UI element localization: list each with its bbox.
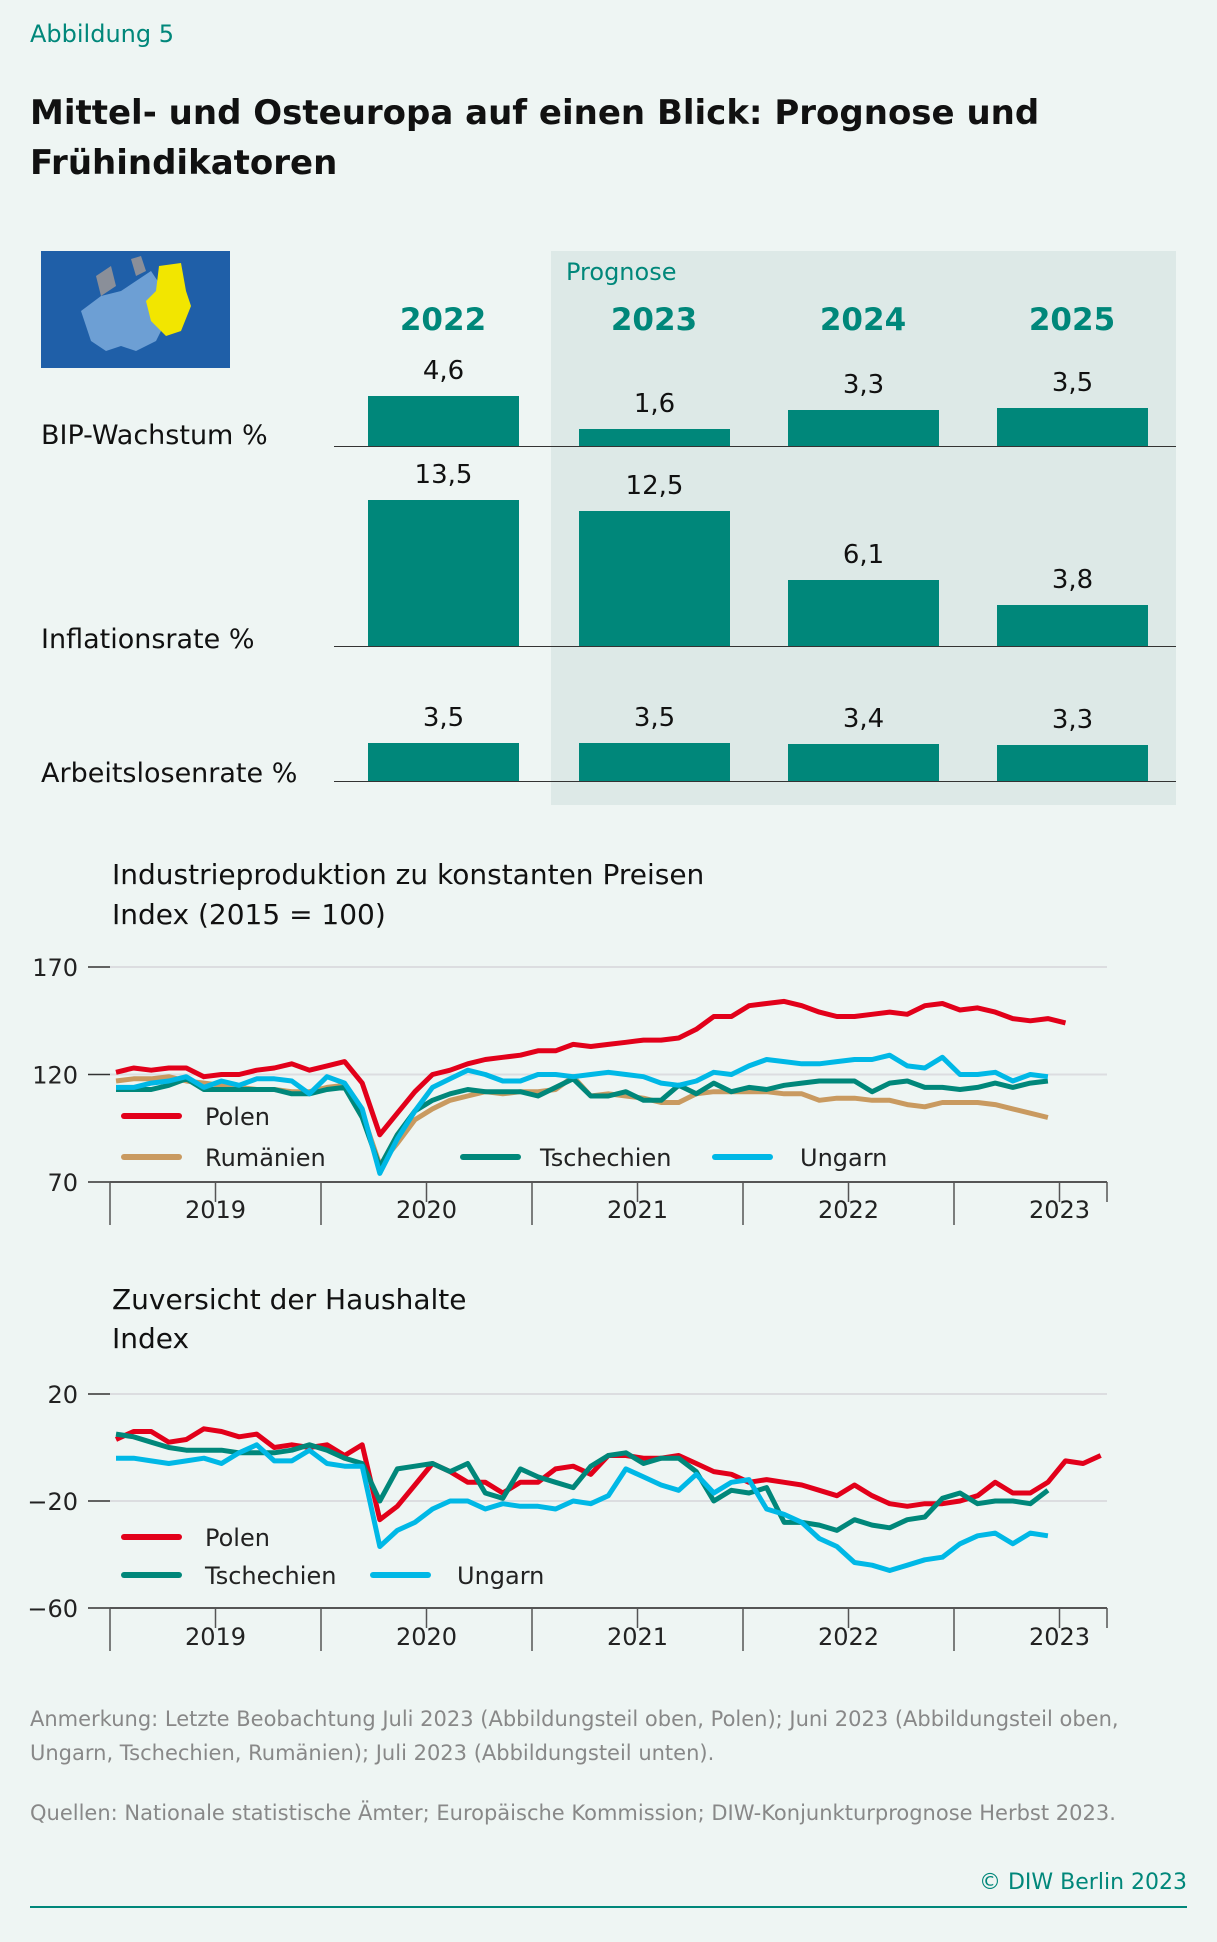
bar — [997, 408, 1148, 446]
legend-label: Rumänien — [205, 1144, 326, 1172]
x-tick-label: 2020 — [396, 1196, 457, 1224]
chart1-subtitle: Index (2015 = 100) — [112, 898, 386, 931]
bar — [788, 410, 939, 446]
series-line-tschechien — [116, 1076, 1049, 1170]
series-line-tschechien — [115, 1431, 1050, 1533]
bar-value-label: 3,3 — [1051, 705, 1094, 736]
bar-value-label: 3,8 — [1051, 564, 1094, 595]
bar-value-label: 3,3 — [842, 370, 885, 401]
row-baseline — [334, 446, 1176, 447]
bottom-rule — [30, 1906, 1187, 1908]
row-label: Inflationsrate % — [41, 624, 255, 655]
legend-label: Polen — [205, 1103, 270, 1131]
series-line-ungarn — [116, 1442, 1049, 1573]
y-tick-label: 20 — [47, 1381, 78, 1409]
x-tick-label: 2022 — [818, 1196, 879, 1224]
chart2-subtitle: Index — [112, 1322, 190, 1355]
bar — [788, 744, 939, 781]
y-tick-label: 120 — [32, 1062, 78, 1090]
legend-label: Ungarn — [457, 1562, 544, 1590]
prognose-label: Prognose — [566, 258, 677, 286]
bar — [579, 428, 730, 446]
bar — [368, 500, 519, 646]
bar — [788, 580, 939, 646]
bar-value-label: 3,4 — [842, 704, 885, 735]
note-quellen: Quellen: Nationale statistische Ämter; E… — [30, 1801, 1116, 1825]
series-line-rumänien — [115, 1074, 1049, 1168]
x-tick-label: 2023 — [1029, 1196, 1090, 1224]
x-tick-label: 2019 — [185, 1623, 246, 1651]
bar — [368, 743, 519, 781]
y-tick-label: 70 — [47, 1169, 78, 1197]
legend-label: Tschechien — [539, 1144, 671, 1172]
bar — [997, 604, 1148, 646]
year-header-2022: 2022 — [399, 302, 487, 338]
legend-label: Polen — [205, 1524, 270, 1552]
x-tick-label: 2021 — [607, 1623, 668, 1651]
bar-value-label: 13,5 — [414, 460, 473, 491]
bar-value-label: 3,5 — [422, 703, 465, 734]
bar — [997, 745, 1148, 781]
legend-label: Ungarn — [800, 1144, 887, 1172]
bar — [579, 511, 730, 646]
chart2-title: Zuversicht der Haushalte — [112, 1283, 467, 1316]
copyright: © DIW Berlin 2023 — [979, 1870, 1187, 1895]
chart1-title: Industrieproduktion zu konstanten Preise… — [112, 858, 705, 891]
row-baseline — [334, 646, 1176, 647]
bar — [579, 743, 730, 781]
year-header-2024: 2024 — [819, 302, 907, 338]
y-tick-label: −20 — [27, 1488, 78, 1516]
bar-value-label: 1,6 — [633, 388, 676, 419]
row-label: BIP-Wachstum % — [41, 420, 268, 451]
x-tick-label: 2020 — [396, 1623, 457, 1651]
row-baseline — [334, 781, 1176, 782]
series-line-polen — [115, 998, 1067, 1138]
bar-value-label: 3,5 — [633, 703, 676, 734]
y-tick-label: 170 — [32, 954, 78, 982]
x-tick-label: 2021 — [607, 1196, 668, 1224]
note-anmerkung: Anmerkung: Letzte Beobachtung Juli 2023 … — [30, 1707, 1119, 1765]
x-tick-label: 2019 — [185, 1196, 246, 1224]
series-line-polen — [114, 1426, 1102, 1523]
bar-value-label: 12,5 — [625, 471, 684, 501]
x-tick-label: 2022 — [818, 1623, 879, 1651]
bar-value-label: 3,5 — [1051, 368, 1094, 399]
row-label: Arbeitslosenrate % — [41, 758, 298, 789]
bar-value-label: 6,1 — [842, 540, 885, 571]
x-tick-label: 2023 — [1029, 1623, 1090, 1651]
y-tick-label: −60 — [27, 1595, 78, 1623]
figure-title: Mittel- und Osteuropa auf einen Blick: P… — [30, 93, 1040, 183]
year-header-2023: 2023 — [610, 302, 698, 338]
year-header-2025: 2025 — [1028, 302, 1116, 338]
figure-label: Abbildung 5 — [30, 20, 175, 48]
map-central-eastern-europe-icon — [41, 251, 230, 368]
legend-label: Tschechien — [204, 1562, 336, 1590]
bar-value-label: 4,6 — [422, 356, 465, 387]
series-line-ungarn — [116, 1052, 1049, 1176]
bar — [368, 396, 519, 446]
